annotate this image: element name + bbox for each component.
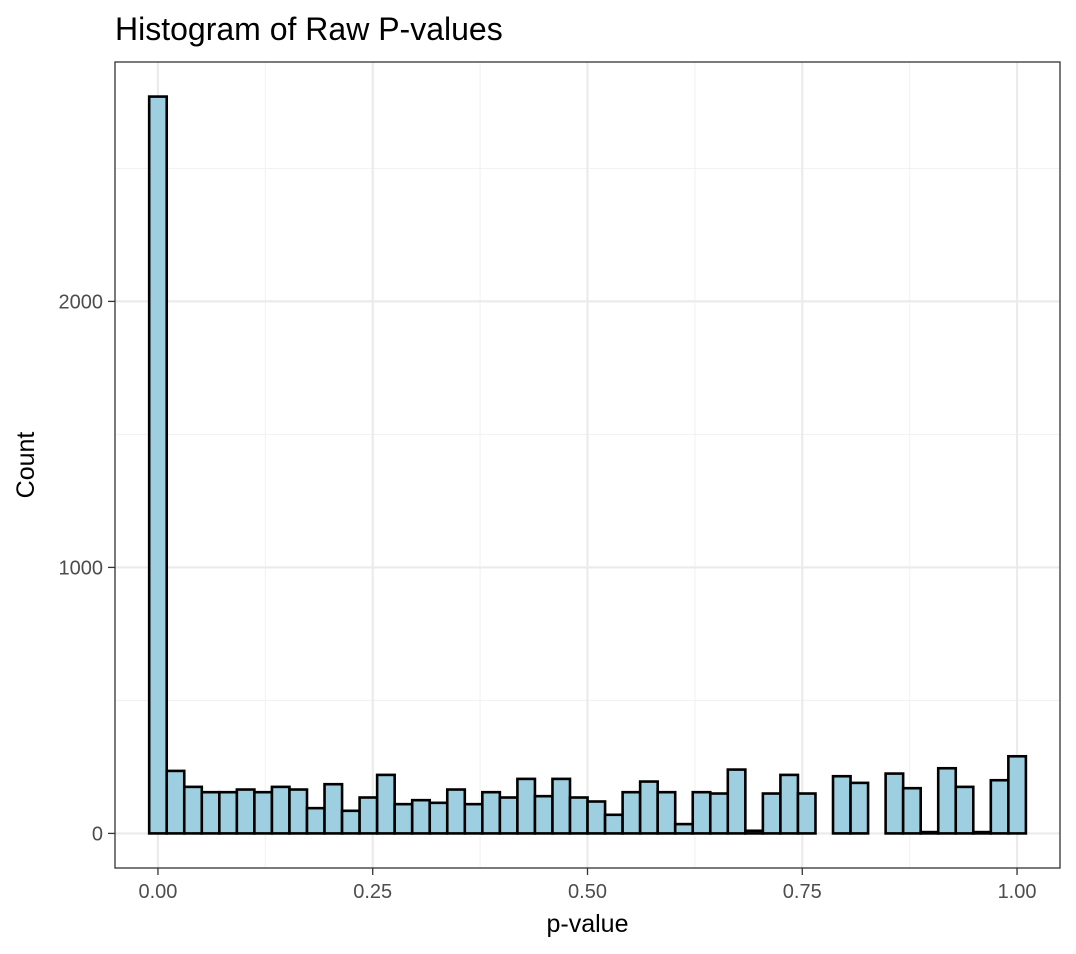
histogram-bar [235, 788, 256, 835]
chart-title: Histogram of Raw P-values [115, 11, 503, 47]
histogram-bar [849, 781, 870, 835]
histogram-bar [656, 790, 677, 835]
histogram-bar [568, 796, 589, 835]
histogram-bar [708, 792, 730, 835]
axis-ticks: 0.00 0.25 0.50 0.75 1.00 0 1000 2000 [59, 291, 1037, 903]
histogram-bar [498, 796, 519, 835]
histogram-bar [288, 788, 309, 835]
histogram-bar [673, 822, 695, 835]
histogram-bar [200, 790, 221, 835]
y-tick-label: 0 [92, 823, 103, 845]
histogram-bar [744, 829, 765, 835]
histogram-bar [305, 806, 326, 835]
histogram-bar [954, 785, 975, 835]
histogram-bar [393, 802, 414, 835]
histogram-bar [936, 766, 958, 835]
histogram-bar [796, 792, 817, 835]
histogram-bar [410, 798, 432, 835]
histogram-bar [621, 790, 642, 835]
histogram-bar [761, 792, 782, 835]
x-tick-label: 0.75 [783, 881, 822, 903]
histogram-bar [445, 788, 467, 835]
histogram-bar [358, 796, 379, 835]
histogram-bar [147, 95, 169, 835]
histogram-bar [182, 785, 204, 835]
histogram-bar [533, 794, 554, 835]
histogram-bar [1007, 754, 1028, 835]
x-axis-title: p-value [547, 910, 629, 938]
histogram-bar [726, 768, 747, 835]
x-tick-label: 0.25 [353, 881, 392, 903]
y-tick-label: 2000 [59, 291, 104, 313]
histogram-bar [901, 786, 922, 835]
histogram-bar [831, 774, 852, 835]
histogram-bar [603, 813, 624, 835]
histogram-bar [638, 780, 659, 835]
grid-lines [115, 62, 1060, 868]
x-tick-label: 0.00 [138, 881, 177, 903]
histogram-bar [551, 777, 572, 835]
histogram-bar [516, 777, 537, 835]
histogram-bars [147, 95, 1028, 835]
histogram-bar [218, 790, 239, 835]
histogram-bar [586, 800, 607, 835]
x-tick-label: 0.50 [568, 881, 607, 903]
x-tick-label: 1.00 [998, 881, 1037, 903]
histogram-bar [463, 802, 484, 835]
histogram-bar [253, 790, 274, 835]
histogram-bar [375, 773, 396, 835]
histogram-bar [165, 769, 186, 835]
histogram-bar [323, 782, 344, 835]
histogram-bar [779, 773, 800, 835]
histogram-bar [884, 772, 905, 835]
histogram-bar [989, 778, 1010, 835]
y-axis-title: Count [12, 432, 40, 499]
histogram-bar [428, 801, 449, 835]
histogram-bar [481, 790, 502, 835]
histogram-bar [691, 790, 712, 835]
histogram-bar [919, 830, 940, 835]
histogram-bar [270, 785, 291, 835]
histogram-bar [340, 809, 361, 835]
y-tick-label: 1000 [59, 557, 104, 579]
histogram-bar [971, 830, 993, 835]
